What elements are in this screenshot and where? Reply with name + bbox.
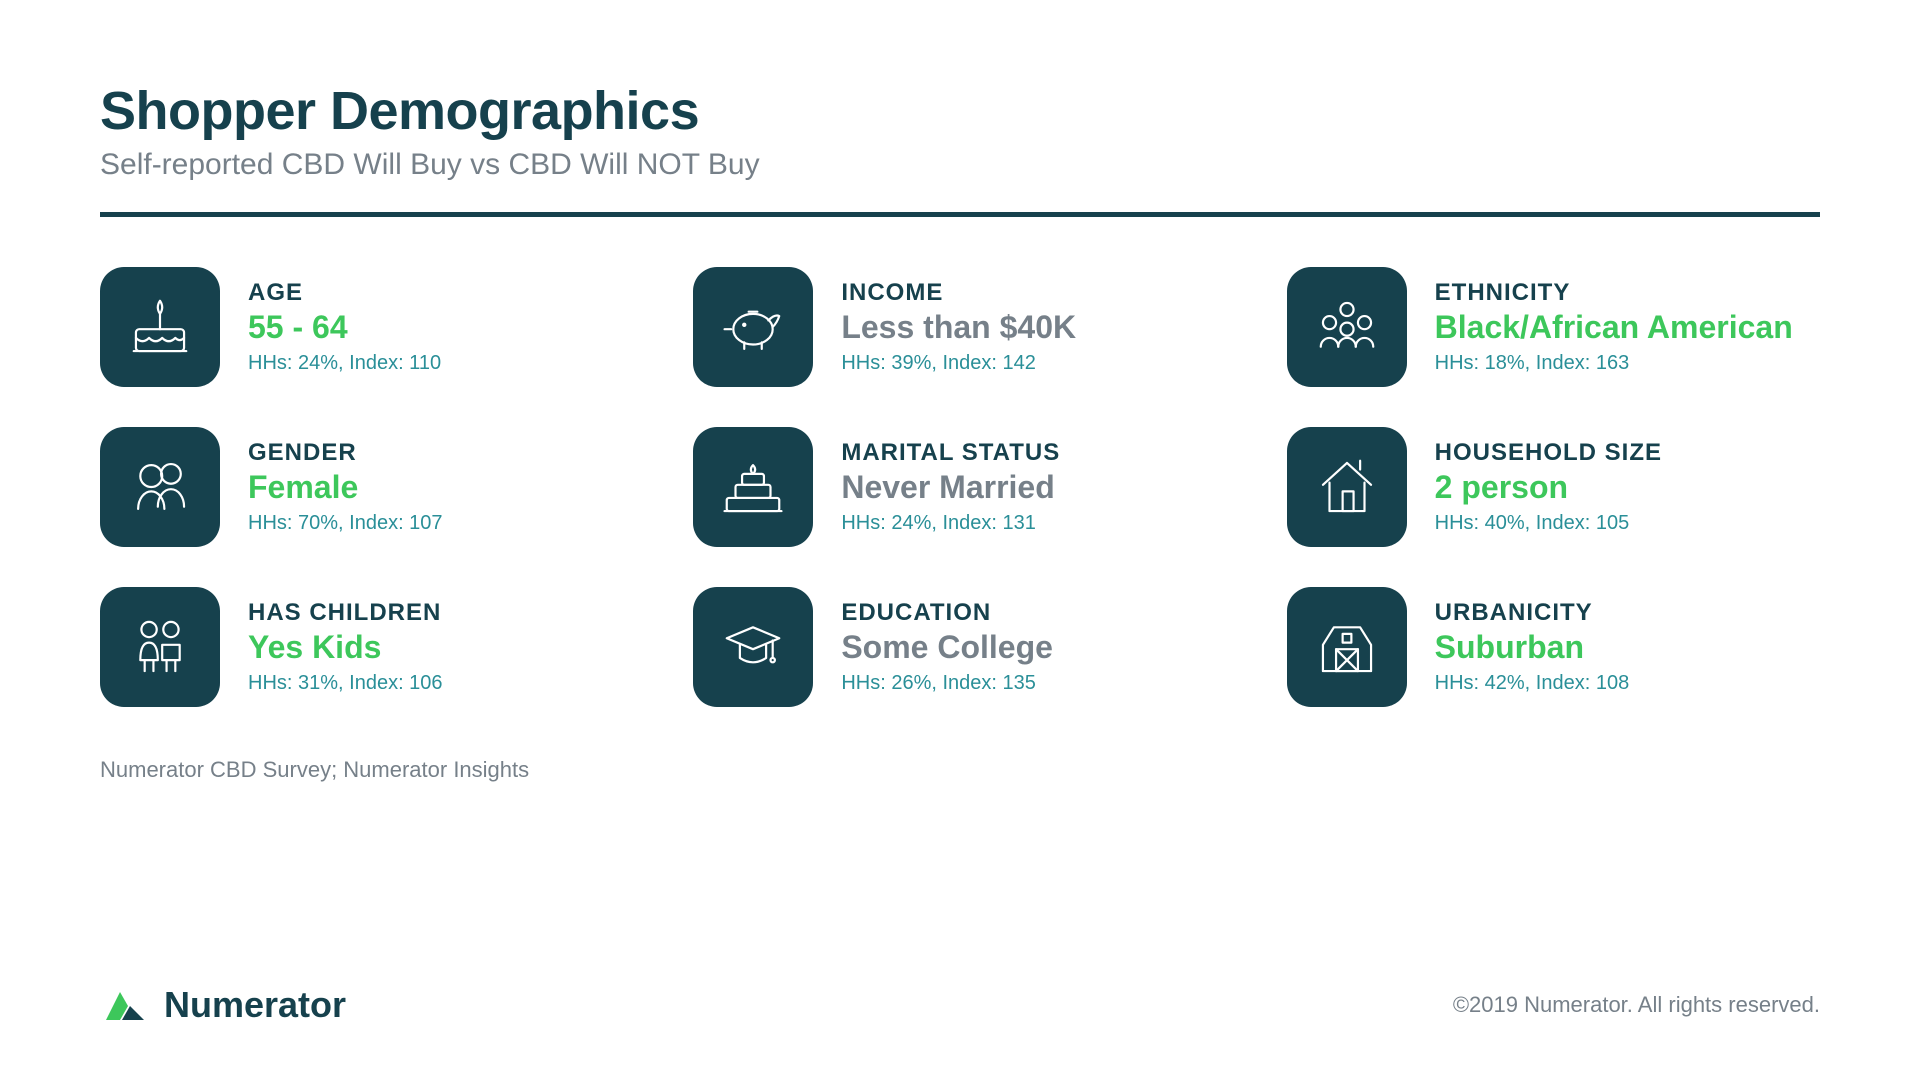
tile-text: HAS CHILDRENYes Kids HHs: 31%, Index: 106 [248, 599, 443, 695]
demographic-tile: GENDERFemale HHs: 70%, Index: 107 [100, 427, 633, 547]
tile-text: INCOMELess than $40K HHs: 39%, Index: 142 [841, 279, 1076, 375]
tile-text: GENDERFemale HHs: 70%, Index: 107 [248, 439, 443, 535]
copyright-text: ©2019 Numerator. All rights reserved. [1453, 992, 1820, 1018]
wedcake-icon [693, 427, 813, 547]
tile-category: AGE [248, 279, 441, 307]
tile-text: HOUSEHOLD SIZE2 person HHs: 40%, Index: 1… [1435, 439, 1662, 535]
piggy-icon [693, 267, 813, 387]
tile-category: ETHNICITY [1435, 279, 1793, 307]
tile-metrics: HHs: 18%, Index: 163 [1435, 352, 1793, 375]
tile-value: Black/African American [1435, 309, 1793, 346]
tile-metrics: HHs: 40%, Index: 105 [1435, 512, 1662, 535]
divider-rule [100, 212, 1820, 217]
source-note: Numerator CBD Survey; Numerator Insights [100, 757, 1820, 783]
tile-metrics: HHs: 31%, Index: 106 [248, 672, 443, 695]
tile-category: HAS CHILDREN [248, 599, 443, 627]
demographic-tile: AGE55 - 64 HHs: 24%, Index: 110 [100, 267, 633, 387]
tile-value: Less than $40K [841, 309, 1076, 346]
tile-metrics: HHs: 24%, Index: 110 [248, 352, 441, 375]
gender-icon [100, 427, 220, 547]
page-subtitle: Self-reported CBD Will Buy vs CBD Will N… [100, 148, 1820, 182]
demographic-tile: HOUSEHOLD SIZE2 person HHs: 40%, Index: 1… [1287, 427, 1820, 547]
tile-category: URBANICITY [1435, 599, 1630, 627]
tile-category: MARITAL STATUS [841, 439, 1060, 467]
tile-text: URBANICITYSuburban HHs: 42%, Index: 108 [1435, 599, 1630, 695]
brand-name: Numerator [164, 984, 346, 1026]
tile-value: Never Married [841, 469, 1060, 506]
tile-text: AGE55 - 64 HHs: 24%, Index: 110 [248, 279, 441, 375]
demographic-tile: URBANICITYSuburban HHs: 42%, Index: 108 [1287, 587, 1820, 707]
tile-category: GENDER [248, 439, 443, 467]
gradcap-icon [693, 587, 813, 707]
footer: Numerator ©2019 Numerator. All rights re… [100, 950, 1820, 1030]
tile-metrics: HHs: 70%, Index: 107 [248, 512, 443, 535]
tile-category: INCOME [841, 279, 1076, 307]
kids-icon [100, 587, 220, 707]
house-icon [1287, 427, 1407, 547]
cake-icon [100, 267, 220, 387]
brand-logo: Numerator [100, 980, 346, 1030]
tile-text: ETHNICITYBlack/African American HHs: 18%,… [1435, 279, 1793, 375]
tile-value: Yes Kids [248, 629, 443, 666]
tile-category: EDUCATION [841, 599, 1053, 627]
demographic-tile: ETHNICITYBlack/African American HHs: 18%,… [1287, 267, 1820, 387]
numerator-mark-icon [100, 980, 150, 1030]
tile-value: 55 - 64 [248, 309, 441, 346]
tile-value: Suburban [1435, 629, 1630, 666]
tile-value: Female [248, 469, 443, 506]
demographic-tile: MARITAL STATUSNever Married HHs: 24%, Ind… [693, 427, 1226, 547]
tile-value: Some College [841, 629, 1053, 666]
demographic-tile: INCOMELess than $40K HHs: 39%, Index: 142 [693, 267, 1226, 387]
page-title: Shopper Demographics [100, 80, 1820, 142]
tile-metrics: HHs: 42%, Index: 108 [1435, 672, 1630, 695]
demographic-tile: EDUCATIONSome College HHs: 26%, Index: 13… [693, 587, 1226, 707]
tile-value: 2 person [1435, 469, 1662, 506]
demographic-tile: HAS CHILDRENYes Kids HHs: 31%, Index: 106 [100, 587, 633, 707]
tile-category: HOUSEHOLD SIZE [1435, 439, 1662, 467]
tile-text: EDUCATIONSome College HHs: 26%, Index: 13… [841, 599, 1053, 695]
tile-metrics: HHs: 24%, Index: 131 [841, 512, 1060, 535]
tile-metrics: HHs: 26%, Index: 135 [841, 672, 1053, 695]
tile-text: MARITAL STATUSNever Married HHs: 24%, Ind… [841, 439, 1060, 535]
tile-metrics: HHs: 39%, Index: 142 [841, 352, 1076, 375]
barn-icon [1287, 587, 1407, 707]
demographics-grid: AGE55 - 64 HHs: 24%, Index: 110 INCOMELes… [100, 267, 1820, 707]
people-icon [1287, 267, 1407, 387]
